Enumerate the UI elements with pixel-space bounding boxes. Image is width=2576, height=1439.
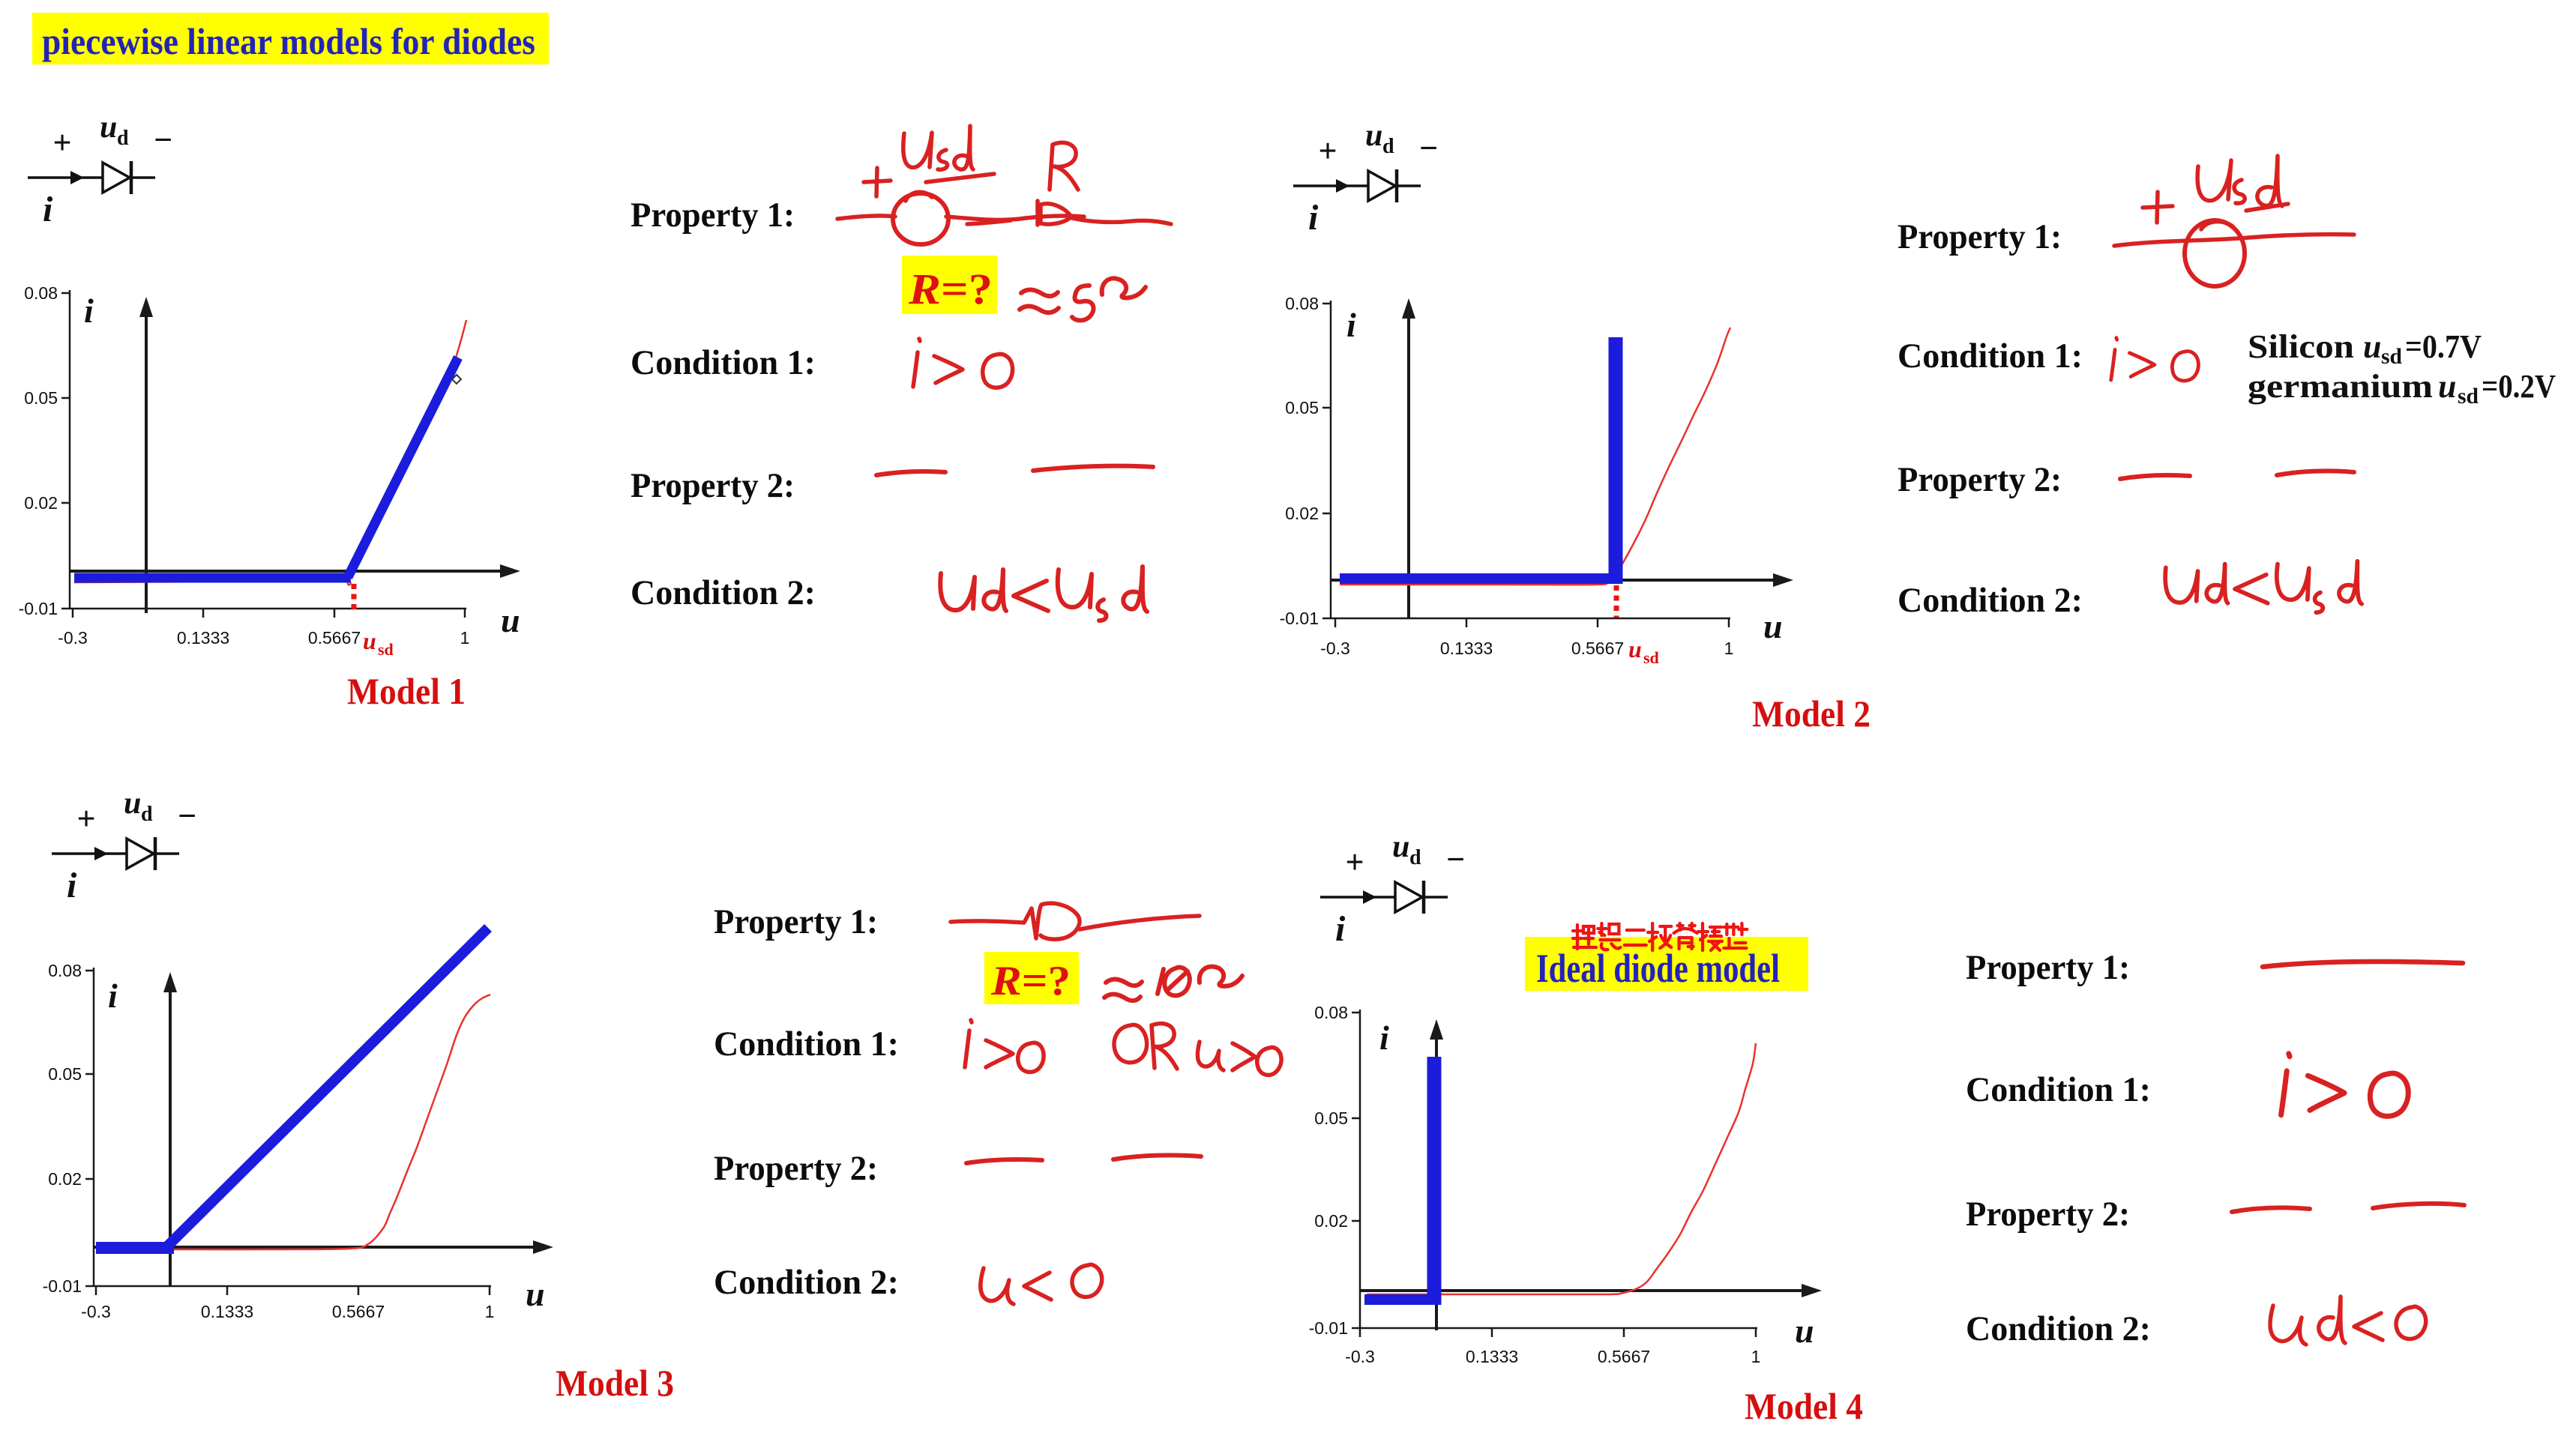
svg-text:Property 1:: Property 1: <box>631 196 795 235</box>
svg-text:0.08: 0.08 <box>1314 1003 1348 1022</box>
svg-text:Condition 2:: Condition 2: <box>631 573 816 612</box>
svg-text:Model 2: Model 2 <box>1752 693 1871 734</box>
svg-text:Property 2:: Property 2: <box>1898 460 2062 499</box>
svg-text:u: u <box>2438 368 2456 405</box>
svg-text:0.05: 0.05 <box>24 388 58 408</box>
svg-text:sd: sd <box>2381 344 2402 369</box>
svg-text:0.1333: 0.1333 <box>177 628 229 648</box>
svg-text:-0.01: -0.01 <box>1280 609 1319 628</box>
svg-text:0.05: 0.05 <box>1285 398 1319 417</box>
svg-text:Property 2:: Property 2: <box>1966 1195 2130 1234</box>
svg-text:Property 2:: Property 2: <box>631 466 795 505</box>
svg-text:Condition 1:: Condition 1: <box>714 1025 899 1064</box>
svg-text:0.02: 0.02 <box>48 1169 82 1189</box>
svg-text:Condition 1:: Condition 1: <box>1898 337 2083 375</box>
svg-text:0.08: 0.08 <box>24 283 58 303</box>
svg-text:Condition 1:: Condition 1: <box>1966 1070 2151 1109</box>
svg-text:=0.7V: =0.7V <box>2405 328 2482 365</box>
svg-text:R=?: R=? <box>990 958 1071 1004</box>
svg-text:1: 1 <box>1724 639 1734 658</box>
svg-text:sd: sd <box>378 640 394 659</box>
svg-text:0.1333: 0.1333 <box>201 1302 253 1321</box>
svg-text:Condition 2:: Condition 2: <box>714 1263 899 1302</box>
svg-text:Property 1:: Property 1: <box>1966 948 2130 987</box>
svg-text:sd: sd <box>1643 648 1659 667</box>
svg-text:=0.2V: =0.2V <box>2482 368 2556 405</box>
svg-text:Model 4: Model 4 <box>1745 1385 1863 1427</box>
svg-text:i: i <box>1346 306 1356 344</box>
svg-text:0.08: 0.08 <box>48 961 82 980</box>
svg-text:germanium: germanium <box>2248 368 2433 405</box>
svg-text:R=?: R=? <box>908 265 993 313</box>
svg-text:Ideal diode model: Ideal diode model <box>1536 946 1780 991</box>
svg-text:0.1333: 0.1333 <box>1466 1347 1518 1366</box>
svg-text:Model 3: Model 3 <box>556 1362 674 1404</box>
svg-text:u: u <box>526 1275 545 1313</box>
svg-text:0.5667: 0.5667 <box>1598 1347 1650 1366</box>
svg-text:0.5667: 0.5667 <box>1571 639 1624 658</box>
svg-text:u: u <box>1795 1312 1814 1350</box>
svg-text:sd: sd <box>2458 384 2479 408</box>
svg-text:-0.3: -0.3 <box>1320 639 1350 658</box>
svg-text:Condition 1:: Condition 1: <box>631 343 816 382</box>
svg-text:Property 1:: Property 1: <box>714 902 878 941</box>
svg-text:0.1333: 0.1333 <box>1440 639 1493 658</box>
svg-text:0.5667: 0.5667 <box>332 1302 385 1321</box>
svg-text:-0.3: -0.3 <box>81 1302 111 1321</box>
svg-text:0.05: 0.05 <box>1314 1108 1348 1128</box>
svg-text:0.02: 0.02 <box>1285 504 1319 523</box>
svg-text:-0.01: -0.01 <box>19 599 58 618</box>
svg-text:1: 1 <box>460 628 470 648</box>
svg-text:Condition 2:: Condition 2: <box>1898 581 2083 620</box>
svg-text:Silicon: Silicon <box>2248 328 2354 365</box>
svg-text:u: u <box>1763 607 1783 645</box>
svg-text:u: u <box>363 627 376 654</box>
svg-text:-0.01: -0.01 <box>1309 1318 1348 1338</box>
svg-text:-0.3: -0.3 <box>1345 1347 1375 1366</box>
svg-text:1: 1 <box>485 1302 495 1321</box>
svg-text:i: i <box>84 292 94 330</box>
svg-text:0.02: 0.02 <box>24 493 58 513</box>
svg-text:u: u <box>501 601 520 639</box>
svg-text:1: 1 <box>1751 1347 1761 1366</box>
svg-text:0.02: 0.02 <box>1314 1211 1348 1231</box>
svg-text:Property 2:: Property 2: <box>714 1149 878 1188</box>
svg-text:piecewise linear models for di: piecewise linear models for diodes <box>42 20 535 62</box>
svg-text:i: i <box>1379 1019 1389 1057</box>
svg-text:u: u <box>1628 636 1642 663</box>
svg-text:Model 1: Model 1 <box>347 670 466 712</box>
svg-text:-0.3: -0.3 <box>58 628 88 648</box>
svg-text:Condition 2:: Condition 2: <box>1966 1309 2151 1348</box>
svg-text:0.08: 0.08 <box>1285 294 1319 313</box>
svg-text:i: i <box>108 977 118 1015</box>
svg-text:u: u <box>2363 328 2381 365</box>
svg-text:0.05: 0.05 <box>48 1064 82 1084</box>
svg-text:Property 1:: Property 1: <box>1898 217 2062 256</box>
svg-text:0.5667: 0.5667 <box>308 628 361 648</box>
svg-text:-0.01: -0.01 <box>43 1276 82 1296</box>
